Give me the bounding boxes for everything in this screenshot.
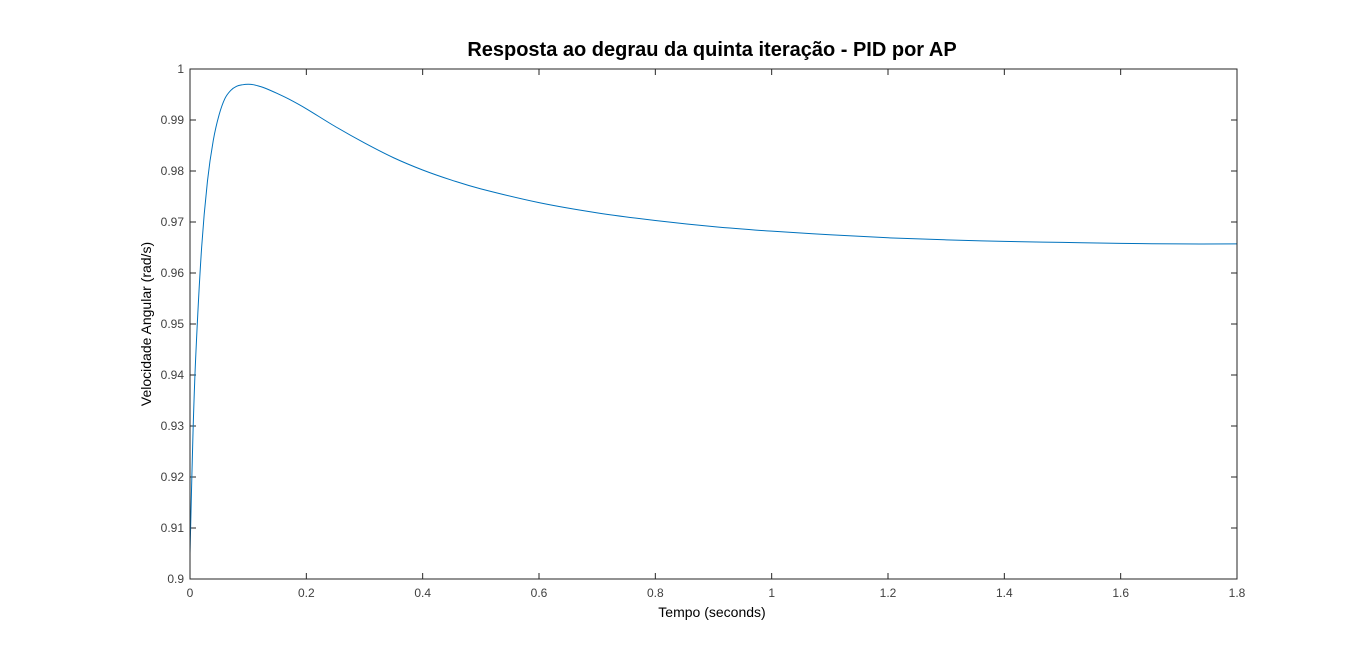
x-tick-label: 1 <box>768 586 775 600</box>
y-tick-label: 0.95 <box>161 317 185 331</box>
x-tick-label: 1.4 <box>996 586 1013 600</box>
y-tick-label: 0.91 <box>161 521 185 535</box>
y-tick-label: 0.92 <box>161 470 185 484</box>
y-tick-label: 1 <box>177 62 184 76</box>
axes-box <box>189 68 1238 580</box>
x-tick-label: 0 <box>187 586 194 600</box>
x-tick-label: 1.2 <box>880 586 897 600</box>
x-tick-label: 0.8 <box>647 586 664 600</box>
y-tick-label: 0.99 <box>161 113 185 127</box>
step-response-line <box>189 83 1238 554</box>
y-tick-label: 0.97 <box>161 215 185 229</box>
x-tick-label: 1.6 <box>1112 586 1129 600</box>
x-axis: 0 0.2 0.4 0.6 0.8 1 1.2 1.4 1.6 1.8 <box>187 69 1246 600</box>
x-tick-label: 1.8 <box>1229 586 1246 600</box>
x-tick-label: 0.4 <box>414 586 431 600</box>
y-tick-label: 0.9 <box>167 572 184 586</box>
x-axis-label: Tempo (seconds) <box>658 604 765 620</box>
y-tick-label: 0.98 <box>161 164 185 178</box>
y-tick-label: 0.93 <box>161 419 185 433</box>
x-tick-label: 0.6 <box>531 586 548 600</box>
x-tick-label: 0.2 <box>298 586 315 600</box>
y-axis-label: Velocidade Angular (rad/s) <box>138 242 154 406</box>
y-tick-label: 0.96 <box>161 266 185 280</box>
axes-background <box>190 69 1237 579</box>
y-tick-label: 0.94 <box>161 368 185 382</box>
plot-area <box>190 69 1237 579</box>
series-layer <box>189 83 1238 554</box>
chart-title: Resposta ao degrau da quinta iteração - … <box>467 39 956 61</box>
